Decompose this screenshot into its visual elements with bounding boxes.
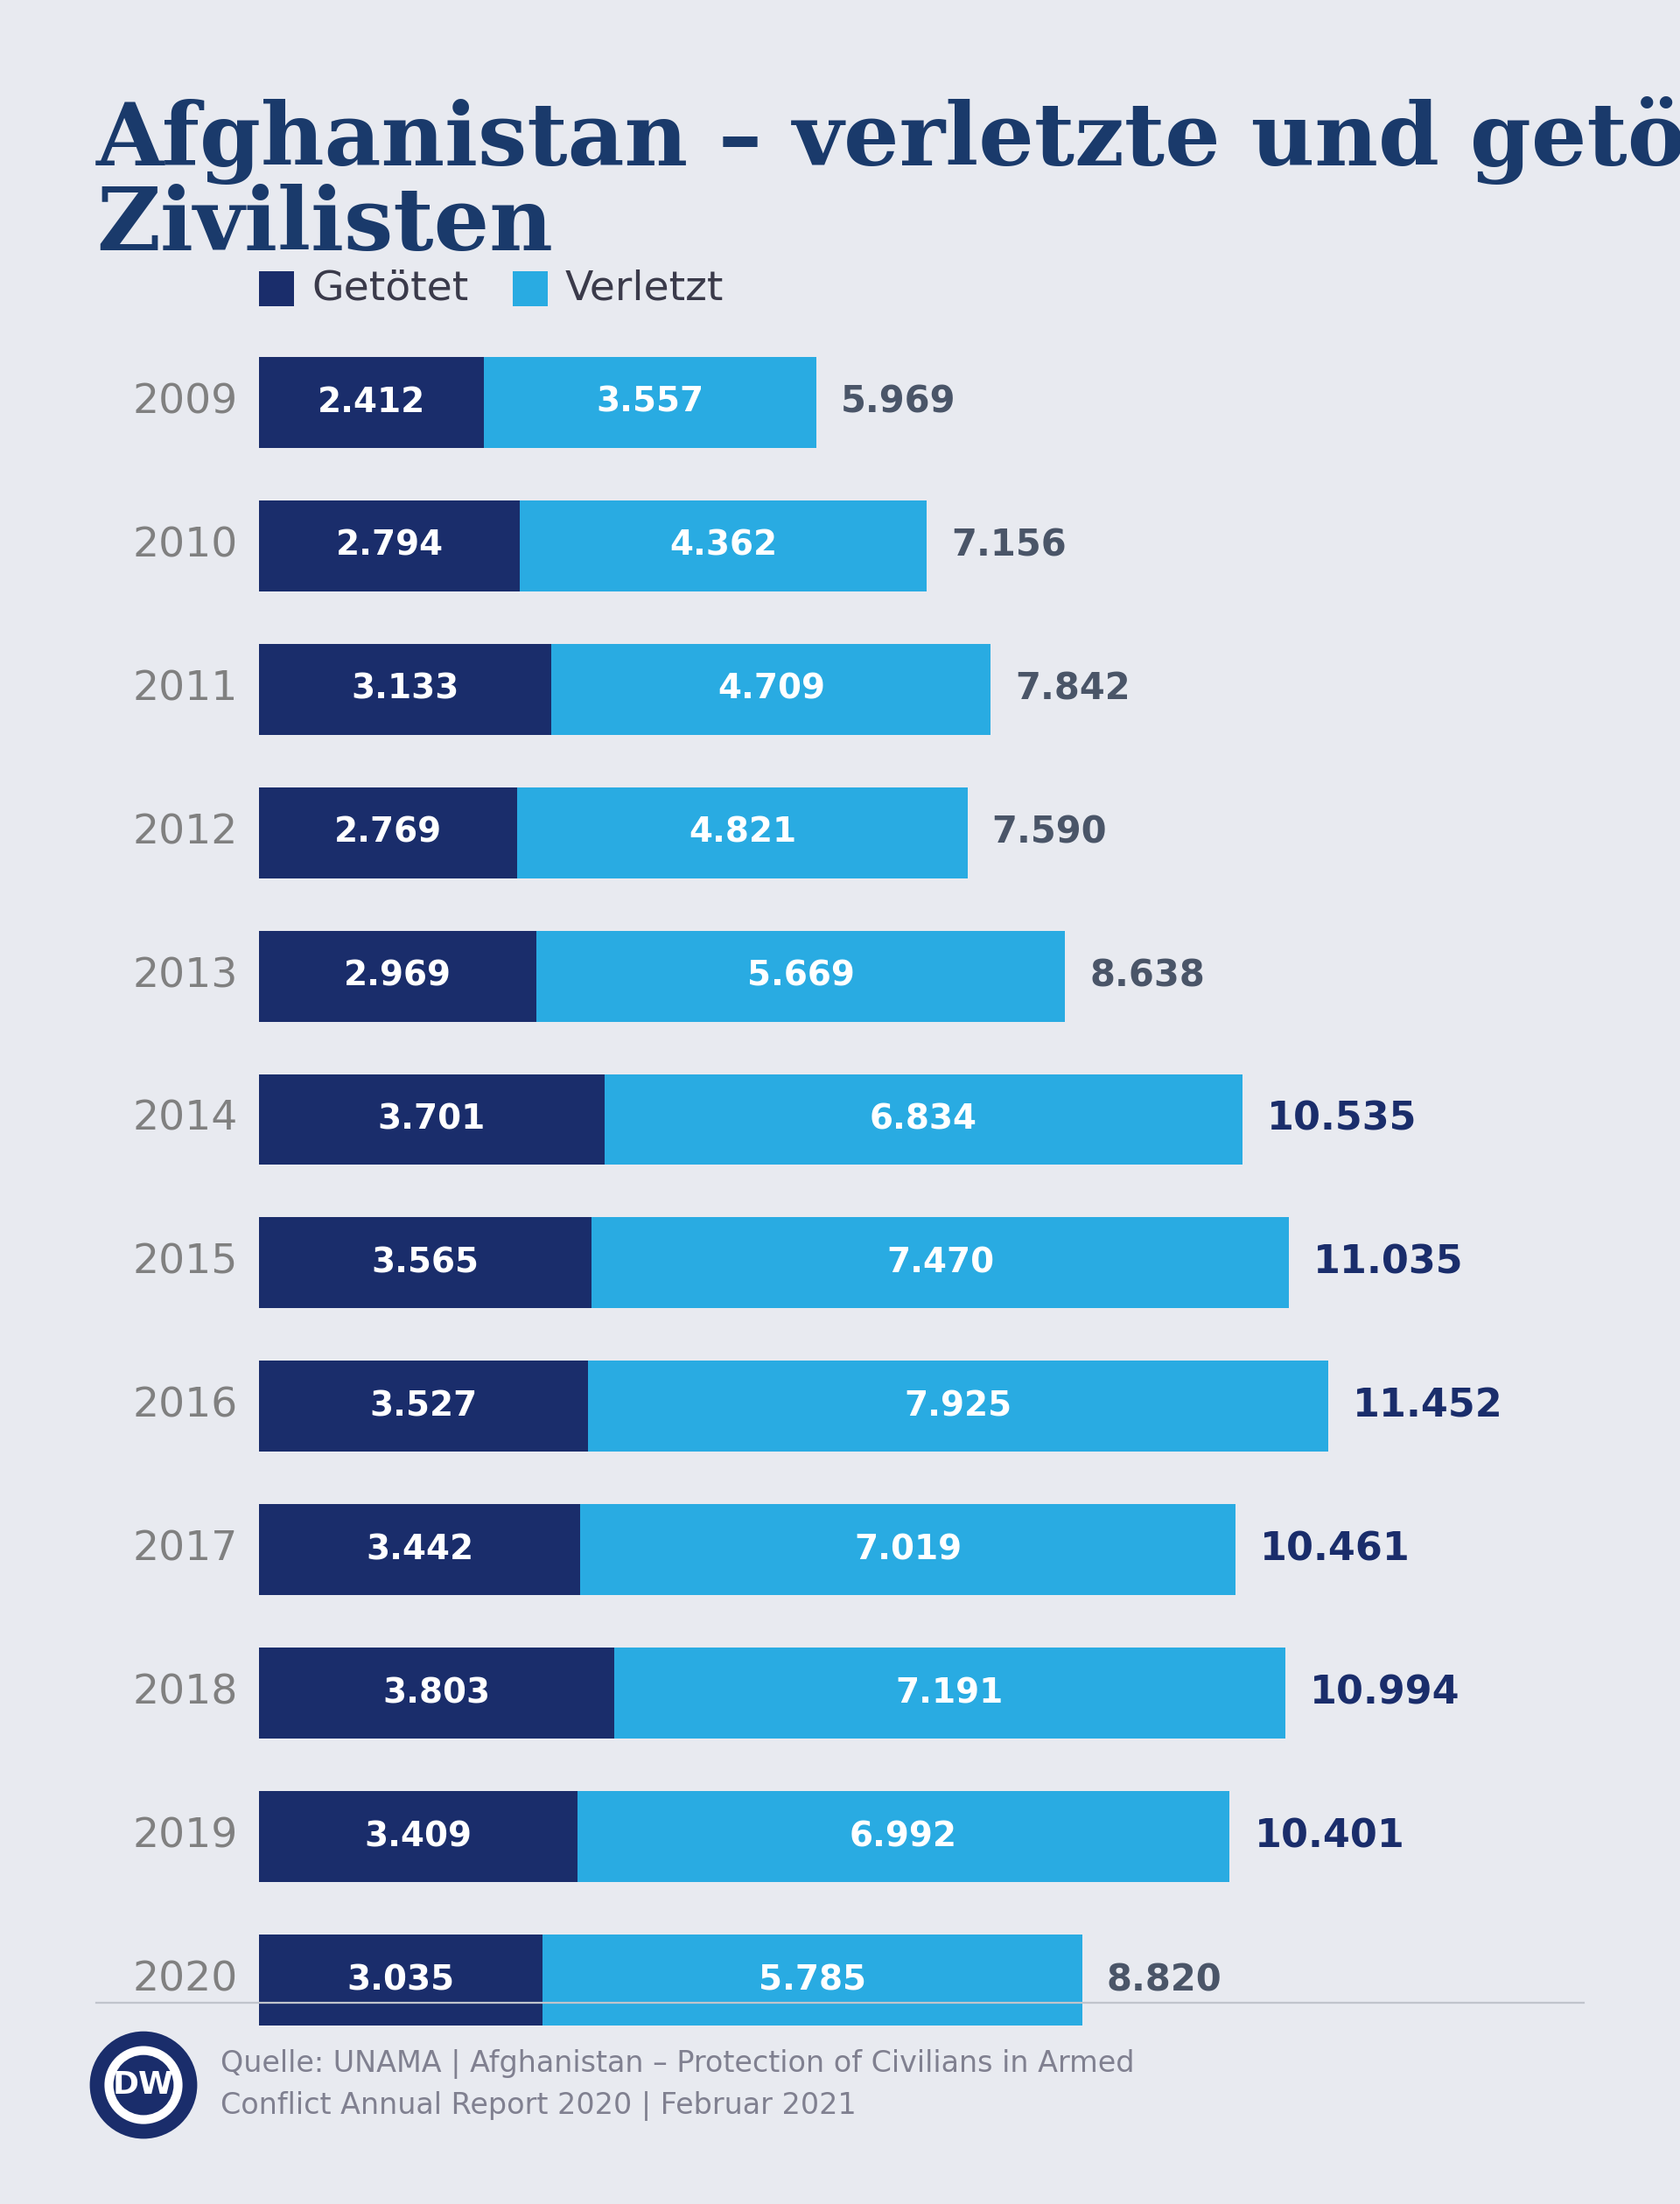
Text: 2.969: 2.969: [344, 959, 452, 992]
FancyBboxPatch shape: [605, 1073, 1242, 1166]
Text: 6.992: 6.992: [850, 1821, 958, 1854]
Circle shape: [91, 2032, 197, 2138]
FancyBboxPatch shape: [259, 1217, 591, 1309]
Text: Afghanistan – verletzte und getötete: Afghanistan – verletzte und getötete: [96, 97, 1680, 185]
Text: 4.821: 4.821: [689, 815, 796, 849]
FancyBboxPatch shape: [259, 1792, 578, 1882]
Text: 10.535: 10.535: [1267, 1100, 1416, 1137]
Text: 2020: 2020: [133, 1959, 239, 1999]
Text: 2019: 2019: [133, 1816, 239, 1856]
FancyBboxPatch shape: [517, 787, 968, 877]
FancyBboxPatch shape: [588, 1360, 1327, 1452]
Text: 3.035: 3.035: [346, 1964, 455, 1997]
Text: 11.035: 11.035: [1314, 1243, 1463, 1283]
Text: 4.709: 4.709: [717, 672, 825, 705]
Text: 2015: 2015: [133, 1243, 239, 1283]
FancyBboxPatch shape: [259, 930, 536, 1020]
FancyBboxPatch shape: [259, 1505, 580, 1596]
FancyBboxPatch shape: [484, 357, 816, 447]
FancyBboxPatch shape: [512, 271, 548, 306]
FancyBboxPatch shape: [259, 1935, 543, 2025]
Text: 8.638: 8.638: [1090, 959, 1205, 994]
FancyBboxPatch shape: [259, 1649, 613, 1739]
Text: 11.452: 11.452: [1352, 1389, 1502, 1426]
Circle shape: [106, 2048, 181, 2122]
Text: 3.701: 3.701: [378, 1102, 486, 1135]
Text: 4.362: 4.362: [669, 529, 778, 562]
FancyBboxPatch shape: [543, 1935, 1082, 2025]
Text: 3.527: 3.527: [370, 1391, 477, 1424]
FancyBboxPatch shape: [578, 1792, 1230, 1882]
Text: 2010: 2010: [133, 527, 239, 566]
Text: 7.925: 7.925: [904, 1391, 1011, 1424]
Text: 3.557: 3.557: [596, 386, 704, 419]
FancyBboxPatch shape: [259, 357, 484, 447]
Text: 3.409: 3.409: [365, 1821, 472, 1854]
Text: 7.842: 7.842: [1015, 670, 1131, 707]
Text: 2.794: 2.794: [336, 529, 444, 562]
Text: 2.769: 2.769: [334, 815, 442, 849]
Text: 2013: 2013: [133, 957, 239, 996]
Text: 2009: 2009: [133, 383, 239, 421]
FancyBboxPatch shape: [259, 1360, 588, 1452]
Text: 2.412: 2.412: [318, 386, 425, 419]
Text: 5.669: 5.669: [748, 959, 855, 992]
Text: 7.470: 7.470: [887, 1245, 995, 1281]
FancyBboxPatch shape: [613, 1649, 1285, 1739]
Text: 2017: 2017: [133, 1530, 239, 1569]
Text: Verletzt: Verletzt: [564, 269, 724, 309]
Text: 7.156: 7.156: [951, 527, 1067, 564]
Text: 3.803: 3.803: [383, 1677, 491, 1710]
Text: DW: DW: [113, 2070, 175, 2100]
Text: 2014: 2014: [133, 1100, 239, 1139]
Text: 10.461: 10.461: [1260, 1532, 1410, 1569]
Text: Quelle: UNAMA | Afghanistan – Protection of Civilians in Armed
Conflict Annual R: Quelle: UNAMA | Afghanistan – Protection…: [220, 2050, 1134, 2120]
Text: 3.565: 3.565: [371, 1245, 479, 1281]
Text: Getötet: Getötet: [311, 269, 469, 309]
Text: 5.969: 5.969: [840, 383, 956, 421]
Text: 2016: 2016: [133, 1386, 239, 1426]
FancyBboxPatch shape: [519, 500, 927, 591]
Text: 7.191: 7.191: [895, 1677, 1003, 1710]
Text: 5.785: 5.785: [758, 1964, 867, 1997]
Text: Zivilisten: Zivilisten: [96, 183, 553, 269]
Text: 2018: 2018: [133, 1673, 239, 1713]
FancyBboxPatch shape: [551, 644, 991, 734]
Text: 7.019: 7.019: [853, 1534, 961, 1567]
Text: 6.834: 6.834: [870, 1102, 978, 1135]
FancyBboxPatch shape: [259, 644, 551, 734]
Text: 8.820: 8.820: [1107, 1962, 1221, 1999]
FancyBboxPatch shape: [259, 787, 517, 877]
Text: 3.133: 3.133: [351, 672, 459, 705]
Text: 10.994: 10.994: [1310, 1675, 1460, 1713]
Text: 2012: 2012: [133, 813, 239, 853]
Text: 3.442: 3.442: [366, 1534, 474, 1567]
FancyBboxPatch shape: [259, 500, 519, 591]
FancyBboxPatch shape: [259, 1073, 605, 1166]
FancyBboxPatch shape: [580, 1505, 1235, 1596]
Text: 10.401: 10.401: [1255, 1818, 1404, 1856]
FancyBboxPatch shape: [536, 930, 1065, 1020]
Text: 7.590: 7.590: [991, 813, 1107, 851]
FancyBboxPatch shape: [591, 1217, 1289, 1309]
FancyBboxPatch shape: [259, 271, 294, 306]
Circle shape: [114, 2056, 173, 2114]
Text: 2011: 2011: [133, 670, 239, 710]
